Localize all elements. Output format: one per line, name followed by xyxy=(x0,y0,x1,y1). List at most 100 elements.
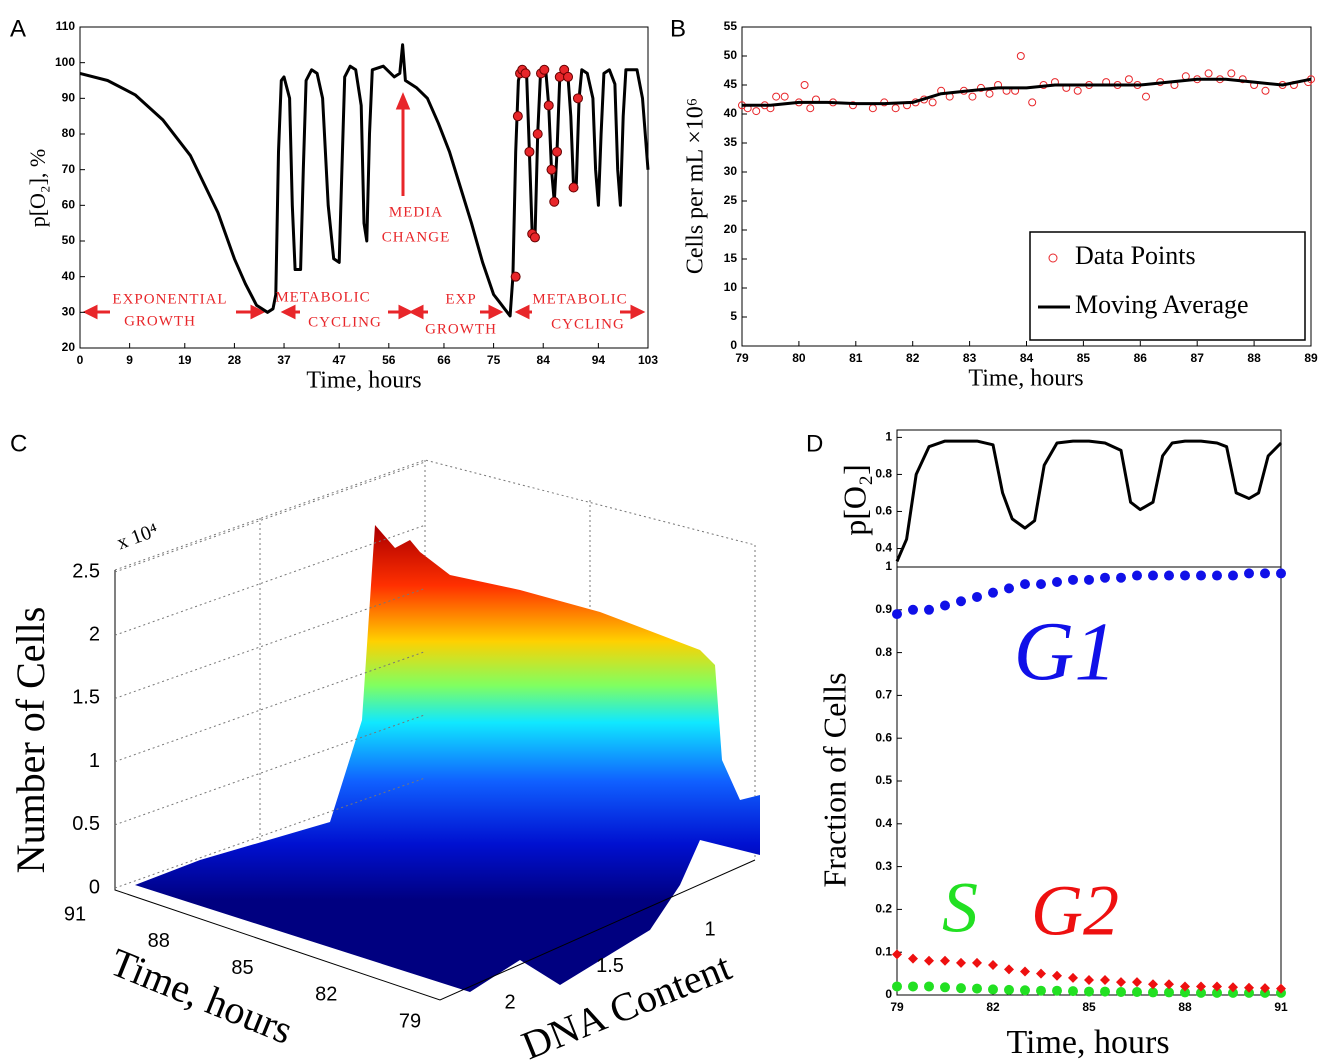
x-tick-label: 1 xyxy=(704,918,715,940)
marker xyxy=(908,953,918,964)
series-line xyxy=(895,439,1283,562)
plot-frame xyxy=(896,429,1282,568)
marker xyxy=(1148,570,1158,581)
marker xyxy=(1068,972,1078,983)
marker xyxy=(520,68,531,79)
marker xyxy=(956,957,966,968)
y-tick-label: 110 xyxy=(56,19,76,33)
marker xyxy=(1052,970,1062,981)
z-tick-label: 2 xyxy=(89,623,100,645)
y-tick-label: 30 xyxy=(62,305,76,319)
marker xyxy=(1068,574,1078,585)
x-tick-label: 56 xyxy=(382,353,396,367)
marker xyxy=(1036,985,1046,996)
y-axis-label: Fraction of Cells xyxy=(816,672,852,887)
x-tick-label: 37 xyxy=(277,353,291,367)
annotation: CHANGE xyxy=(382,229,451,245)
y-tick-label: 82 xyxy=(315,984,337,1006)
marker xyxy=(1052,985,1062,996)
marker xyxy=(1020,579,1030,590)
x-tick-label: 83 xyxy=(963,351,977,365)
x-tick-label: 47 xyxy=(333,353,347,367)
y-tick-label: 50 xyxy=(724,48,738,62)
marker xyxy=(1227,69,1236,78)
panel-c-box xyxy=(114,459,760,1001)
annotation: EXP xyxy=(445,291,476,307)
x-tick-label: 91 xyxy=(1274,1000,1288,1014)
series-label: S xyxy=(942,868,978,948)
y-tick-label: 79 xyxy=(399,1010,421,1032)
x-tick-label: 28 xyxy=(228,353,242,367)
y-axis-label: Time, hours xyxy=(104,939,299,1053)
y-tick-label: 0.8 xyxy=(875,645,892,659)
marker xyxy=(892,609,902,620)
legend-label: Moving Average xyxy=(1075,290,1249,319)
y-tick-label: 55 xyxy=(724,19,738,33)
annotation: GROWTH xyxy=(425,321,497,337)
marker xyxy=(1141,92,1150,101)
legend-swatch xyxy=(1048,253,1058,263)
z-axis-label: Number of Cells xyxy=(8,607,53,874)
y-tick-label: 45 xyxy=(724,77,738,91)
x-tick-label: 85 xyxy=(1077,351,1091,365)
marker xyxy=(1004,583,1014,594)
annotation: CYCLING xyxy=(308,314,382,330)
x-tick-label: 84 xyxy=(537,353,551,367)
y-tick-label: 30 xyxy=(724,164,738,178)
marker xyxy=(968,92,977,101)
panel-letter: A xyxy=(10,15,26,42)
x-axis-label: Time, hours xyxy=(1006,1024,1169,1061)
y-tick-label: 20 xyxy=(724,222,738,236)
x-tick-label: 66 xyxy=(437,353,451,367)
y-tick-label: 70 xyxy=(62,162,76,176)
marker xyxy=(1073,86,1082,95)
y-tick-label: 10 xyxy=(724,280,738,294)
x-tick-label: 80 xyxy=(792,351,806,365)
marker xyxy=(1261,86,1270,95)
x-tick-label: 19 xyxy=(178,353,192,367)
marker xyxy=(1036,579,1046,590)
marker xyxy=(568,182,579,193)
y-axis-label: Cells per mL ×10⁶ xyxy=(683,98,709,274)
x-tick-label: 2 xyxy=(504,991,515,1013)
x-tick-label: 1.5 xyxy=(596,955,624,977)
x-tick-label: 0 xyxy=(77,353,84,367)
marker xyxy=(1084,975,1094,986)
x-tick-label: 86 xyxy=(1134,351,1148,365)
marker xyxy=(1100,572,1110,583)
marker xyxy=(892,949,902,960)
marker xyxy=(1028,98,1037,107)
marker xyxy=(1004,964,1014,975)
marker xyxy=(772,92,781,101)
marker xyxy=(1020,985,1030,996)
y-tick-label: 0.1 xyxy=(875,944,892,958)
marker xyxy=(572,93,583,104)
marker xyxy=(549,196,560,207)
x-tick-label: 85 xyxy=(1082,1000,1096,1014)
marker xyxy=(1036,968,1046,979)
marker xyxy=(988,587,998,598)
marker xyxy=(924,955,934,966)
marker xyxy=(1244,568,1254,579)
marker xyxy=(891,104,900,113)
marker xyxy=(806,104,815,113)
marker xyxy=(539,64,550,75)
panel-letter: D xyxy=(806,430,823,457)
panel-letter: C xyxy=(10,430,27,457)
marker xyxy=(1116,977,1126,988)
x-tick-label: 75 xyxy=(487,353,501,367)
marker xyxy=(1196,981,1206,992)
y-tick-label: 40 xyxy=(62,269,76,283)
y-tick-label: 35 xyxy=(724,135,738,149)
y-tick-label: 1 xyxy=(885,430,892,444)
marker xyxy=(563,71,574,82)
y-tick-label: 20 xyxy=(62,340,76,354)
x-tick-label: 82 xyxy=(906,351,920,365)
marker xyxy=(1204,69,1213,78)
x-axis-label: Time, hours xyxy=(968,366,1083,392)
z-tick-label: 0 xyxy=(89,876,100,898)
y-tick-label: 0.2 xyxy=(875,902,892,916)
marker xyxy=(1148,979,1158,990)
y-tick-label: 0.6 xyxy=(875,504,892,518)
marker xyxy=(543,100,554,111)
